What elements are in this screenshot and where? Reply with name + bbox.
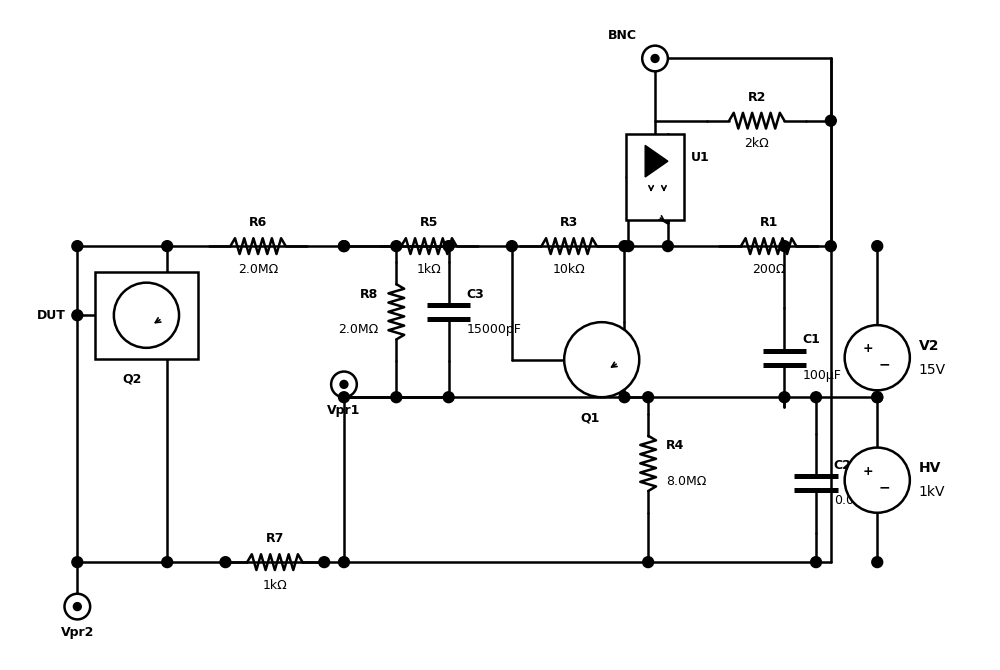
Circle shape bbox=[619, 241, 630, 251]
Circle shape bbox=[443, 241, 454, 251]
Text: 10kΩ: 10kΩ bbox=[553, 263, 586, 276]
Text: 15V: 15V bbox=[919, 362, 946, 377]
Text: R8: R8 bbox=[360, 287, 379, 301]
Text: C2: C2 bbox=[834, 459, 852, 472]
Text: 2kΩ: 2kΩ bbox=[744, 137, 769, 151]
Circle shape bbox=[811, 392, 821, 403]
Text: 8.0MΩ: 8.0MΩ bbox=[666, 474, 706, 488]
Circle shape bbox=[506, 241, 517, 251]
Text: V2: V2 bbox=[919, 339, 939, 353]
Text: BNC: BNC bbox=[608, 29, 637, 42]
Circle shape bbox=[162, 557, 173, 567]
Text: +: + bbox=[863, 342, 874, 355]
Polygon shape bbox=[645, 145, 668, 177]
Text: R1: R1 bbox=[759, 216, 778, 229]
Text: 2.0MΩ: 2.0MΩ bbox=[238, 263, 278, 276]
Circle shape bbox=[845, 448, 910, 513]
Text: 1kΩ: 1kΩ bbox=[262, 579, 287, 592]
Text: R3: R3 bbox=[560, 216, 578, 229]
Text: 2.0MΩ: 2.0MΩ bbox=[338, 323, 379, 336]
Text: U1: U1 bbox=[691, 151, 709, 163]
Circle shape bbox=[872, 392, 883, 403]
Circle shape bbox=[162, 241, 173, 251]
Circle shape bbox=[339, 241, 349, 251]
Circle shape bbox=[643, 557, 654, 567]
Circle shape bbox=[825, 115, 836, 126]
FancyBboxPatch shape bbox=[95, 272, 198, 358]
Circle shape bbox=[811, 557, 821, 567]
Circle shape bbox=[872, 557, 883, 567]
Text: C1: C1 bbox=[802, 334, 820, 346]
Circle shape bbox=[339, 392, 349, 403]
Text: 200Ω: 200Ω bbox=[752, 263, 785, 276]
Circle shape bbox=[391, 241, 402, 251]
Text: +: + bbox=[863, 465, 874, 478]
Circle shape bbox=[872, 241, 883, 251]
Circle shape bbox=[73, 602, 81, 610]
Circle shape bbox=[114, 283, 179, 348]
Circle shape bbox=[642, 46, 668, 71]
Circle shape bbox=[845, 325, 910, 391]
Text: R2: R2 bbox=[748, 91, 766, 104]
Text: Vpr1: Vpr1 bbox=[327, 404, 361, 417]
Circle shape bbox=[72, 241, 83, 251]
Circle shape bbox=[651, 54, 659, 62]
Text: R5: R5 bbox=[420, 216, 438, 229]
Circle shape bbox=[391, 392, 402, 403]
Circle shape bbox=[340, 381, 348, 389]
Circle shape bbox=[779, 392, 790, 403]
Circle shape bbox=[779, 241, 790, 251]
Text: C3: C3 bbox=[466, 287, 484, 301]
Text: R4: R4 bbox=[666, 439, 684, 452]
FancyBboxPatch shape bbox=[626, 133, 684, 220]
Text: 1kΩ: 1kΩ bbox=[417, 263, 441, 276]
Circle shape bbox=[72, 557, 83, 567]
Circle shape bbox=[339, 241, 349, 251]
Text: −: − bbox=[878, 480, 890, 494]
Circle shape bbox=[825, 241, 836, 251]
Text: −: − bbox=[878, 358, 890, 372]
Text: 100μF: 100μF bbox=[802, 369, 841, 382]
Circle shape bbox=[319, 557, 330, 567]
Circle shape bbox=[72, 310, 83, 321]
Text: Vpr2: Vpr2 bbox=[61, 626, 94, 639]
Circle shape bbox=[220, 557, 231, 567]
Circle shape bbox=[64, 594, 90, 620]
Circle shape bbox=[643, 392, 654, 403]
Circle shape bbox=[564, 322, 639, 397]
Text: Q1: Q1 bbox=[580, 411, 600, 424]
Text: 1kV: 1kV bbox=[919, 485, 945, 499]
Circle shape bbox=[331, 372, 357, 397]
Text: DUT: DUT bbox=[37, 309, 65, 322]
Circle shape bbox=[623, 241, 634, 251]
Circle shape bbox=[662, 241, 673, 251]
Text: R7: R7 bbox=[266, 533, 284, 545]
Circle shape bbox=[339, 557, 349, 567]
Circle shape bbox=[619, 392, 630, 403]
Text: 0.015μF: 0.015μF bbox=[834, 494, 885, 507]
Circle shape bbox=[872, 392, 883, 403]
Text: HV: HV bbox=[919, 462, 941, 475]
Text: 15000pF: 15000pF bbox=[466, 323, 521, 336]
Text: Q2: Q2 bbox=[122, 373, 141, 385]
Text: R6: R6 bbox=[249, 216, 267, 229]
Circle shape bbox=[443, 392, 454, 403]
